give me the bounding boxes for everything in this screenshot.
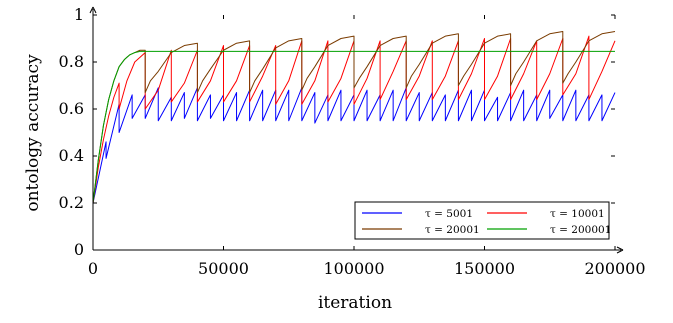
y-tick-label: 0 bbox=[74, 240, 84, 259]
x-axis-label: iteration bbox=[318, 293, 392, 313]
legend-box bbox=[354, 201, 610, 240]
x-tick-label: 150000 bbox=[454, 259, 515, 278]
x-tick-label: 50000 bbox=[198, 259, 249, 278]
y-axis-label: ontology accuracy bbox=[23, 54, 43, 212]
legend: τ = 5001 τ = 10001 τ = 20001 τ = 200001 bbox=[354, 201, 611, 240]
legend-label: τ = 200001 bbox=[550, 224, 611, 236]
series-line-4 bbox=[92, 50, 615, 204]
legend-label: τ = 5001 bbox=[425, 208, 473, 220]
series-line-3 bbox=[92, 30, 616, 204]
x-tick-label: 200000 bbox=[584, 259, 645, 278]
series-line-2 bbox=[92, 35, 616, 204]
series-layer bbox=[92, 30, 616, 204]
y-axis-arrow bbox=[89, 6, 97, 14]
axes-layer bbox=[89, 6, 624, 254]
x-tick-label: 0 bbox=[88, 259, 98, 278]
x-tick-label: 100000 bbox=[323, 259, 384, 278]
y-tick-label: 0.2 bbox=[59, 193, 84, 212]
series-line-1 bbox=[92, 87, 616, 204]
y-tick-label: 1 bbox=[74, 5, 84, 24]
y-tick-label: 0.8 bbox=[59, 52, 84, 71]
x-axis-arrow bbox=[616, 246, 624, 254]
legend-label: τ = 10001 bbox=[550, 208, 605, 220]
legend-label: τ = 20001 bbox=[425, 224, 480, 236]
y-tick-label: 0.6 bbox=[59, 99, 84, 118]
y-tick-label: 0.4 bbox=[59, 146, 84, 165]
ticks-layer: 0 50000 100000 150000 200000 0 0.2 0.4 0.6 0.8 1 bbox=[59, 5, 646, 278]
